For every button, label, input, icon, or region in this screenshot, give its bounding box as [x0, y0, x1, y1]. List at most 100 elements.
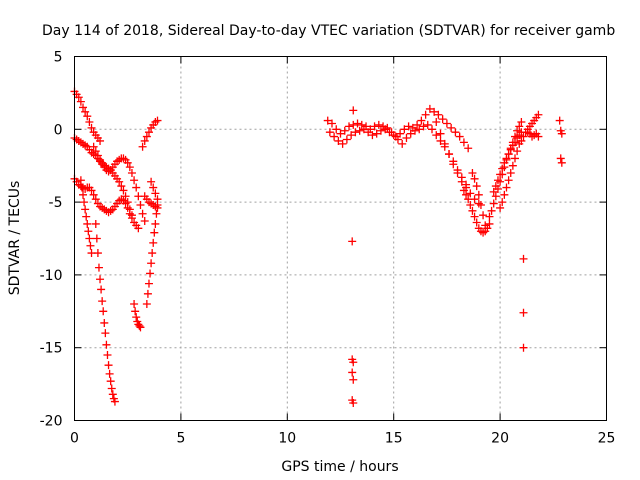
data-point [87, 186, 96, 195]
data-point [96, 136, 105, 145]
data-point [138, 209, 147, 218]
data-point [349, 358, 358, 367]
data-point [140, 217, 149, 226]
data-point [481, 221, 490, 230]
data-point [134, 224, 143, 233]
series-arc-11 [147, 177, 162, 204]
y-axis-label: SDTVAR / TECUs [7, 181, 23, 296]
data-point [101, 329, 110, 338]
data-point [105, 369, 114, 378]
x-tick-label: 25 [598, 431, 616, 447]
data-point [415, 125, 424, 134]
data-point [96, 275, 105, 284]
data-point [479, 228, 488, 237]
data-point [107, 384, 116, 393]
data-point [517, 136, 526, 145]
data-point [470, 212, 479, 221]
data-point [430, 107, 439, 116]
data-point [396, 129, 405, 138]
data-point [325, 128, 334, 137]
data-point [510, 138, 519, 147]
data-point [348, 237, 357, 246]
data-point [413, 120, 422, 129]
series-arc-18 [459, 186, 494, 237]
series-arc-22 [496, 139, 524, 212]
data-point [144, 279, 153, 288]
data-point [149, 183, 158, 192]
data-point [428, 125, 437, 134]
data-point [385, 128, 394, 137]
y-tick-label: -10 [40, 268, 63, 284]
data-point [493, 176, 502, 185]
data-point [457, 177, 466, 186]
data-point [376, 126, 385, 135]
data-point [487, 206, 496, 215]
data-point [334, 136, 343, 145]
data-point [440, 139, 449, 148]
data-point [349, 375, 358, 384]
data-point [340, 126, 349, 135]
series-arc-14 [349, 106, 358, 115]
x-tick-label: 10 [278, 431, 296, 447]
data-point [148, 249, 157, 258]
data-point [476, 201, 485, 210]
data-point [557, 158, 566, 167]
data-point [140, 136, 149, 145]
data-point [510, 154, 519, 163]
data-point [496, 170, 505, 179]
data-point [351, 128, 360, 137]
data-point [119, 186, 128, 195]
data-point [85, 118, 94, 127]
data-point [103, 350, 112, 359]
chart-title: Day 114 of 2018, Sidereal Day-to-day VTE… [42, 23, 615, 39]
x-tick-label: 15 [385, 431, 403, 447]
data-point [519, 254, 528, 263]
data-point [515, 122, 524, 131]
data-point [91, 195, 100, 204]
data-point [502, 154, 511, 163]
data-point [479, 211, 488, 220]
data-point [82, 212, 91, 221]
series-arc-05 [89, 142, 136, 220]
data-point [447, 123, 456, 132]
data-point [142, 132, 151, 141]
series-arc-06 [91, 219, 119, 406]
data-point [498, 198, 507, 207]
data-point [500, 190, 509, 199]
y-tick-label: -5 [49, 195, 63, 211]
data-point [330, 132, 339, 141]
data-point [498, 164, 507, 173]
data-point [349, 120, 358, 129]
data-point [136, 323, 145, 332]
data-point [98, 297, 107, 306]
data-point [91, 219, 100, 228]
data-point [556, 154, 565, 163]
data-point [152, 209, 161, 218]
data-point [453, 168, 462, 177]
data-point [76, 97, 85, 106]
x-axis-label: GPS time / hours [281, 459, 398, 475]
data-point [153, 116, 162, 125]
data-point [125, 205, 134, 214]
data-point [445, 150, 454, 159]
data-point [353, 119, 362, 128]
data-point [79, 103, 88, 112]
data-point [100, 318, 109, 327]
data-point [147, 177, 156, 186]
data-point [398, 139, 407, 148]
data-point [489, 199, 498, 208]
data-point [455, 132, 464, 141]
data-point [74, 93, 83, 102]
data-point [470, 174, 479, 183]
x-tick-label: 0 [70, 431, 79, 447]
data-point [127, 211, 136, 220]
data-point [323, 116, 332, 125]
data-point [121, 192, 130, 201]
data-point [374, 120, 383, 129]
data-point [451, 128, 460, 137]
data-point [108, 390, 117, 399]
data-point [425, 104, 434, 113]
data-point [135, 321, 144, 330]
data-point [359, 125, 368, 134]
data-point [338, 139, 347, 148]
